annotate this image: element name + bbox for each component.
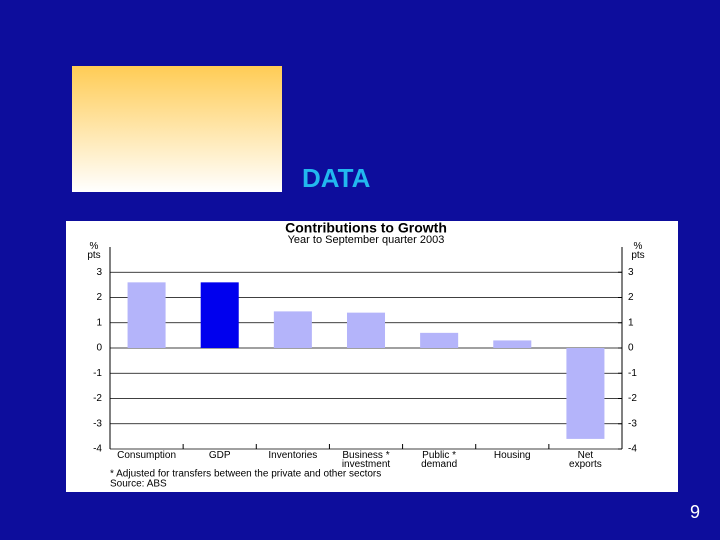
x-tick-label: Inventories (268, 450, 318, 461)
y2-tick-label: 0 (628, 343, 634, 354)
decor-box (72, 66, 282, 192)
page-number: 9 (690, 502, 701, 522)
y-tick-label: -1 (93, 368, 102, 379)
y2-tick-label: 3 (628, 267, 634, 278)
bar (420, 332, 459, 348)
bar (493, 340, 532, 348)
x-tick-label: Housing (493, 450, 531, 461)
bar (346, 312, 386, 348)
y-tick-label: -3 (93, 418, 102, 429)
y2-tick-label: 2 (628, 292, 634, 303)
bar (273, 311, 312, 348)
y2-tick-label: 1 (628, 317, 634, 328)
x-tick-label: Business * investment (341, 450, 391, 470)
y-tick-label: 0 (96, 343, 102, 354)
y-tick-label: -4 (93, 444, 102, 455)
bar (127, 282, 166, 348)
y2-axis-label: % pts (631, 241, 645, 261)
footnote: * Adjusted for transfers between the pri… (110, 469, 381, 480)
y2-tick-label: -3 (628, 418, 637, 429)
x-tick-label: GDP (208, 450, 231, 461)
x-tick-label: Consumption (117, 450, 177, 461)
source: Source: ABS (110, 479, 167, 490)
x-tick-label: Net exports (569, 450, 602, 470)
x-tick-label: Public * demand (421, 450, 458, 470)
bar (566, 348, 605, 439)
y2-tick-label: -2 (628, 393, 637, 404)
y2-tick-label: -4 (628, 444, 637, 455)
chart-title: Contributions to Growth (285, 220, 447, 236)
heading: DATA (302, 163, 371, 193)
y-tick-label: 1 (96, 317, 102, 328)
y-tick-label: -2 (93, 393, 102, 404)
chart-subtitle: Year to September quarter 2003 (288, 234, 445, 246)
y2-tick-label: -1 (628, 368, 637, 379)
y-tick-label: 2 (96, 292, 102, 303)
y-tick-label: 3 (96, 267, 102, 278)
y-axis-label: % pts (87, 241, 101, 261)
bar (200, 282, 239, 348)
